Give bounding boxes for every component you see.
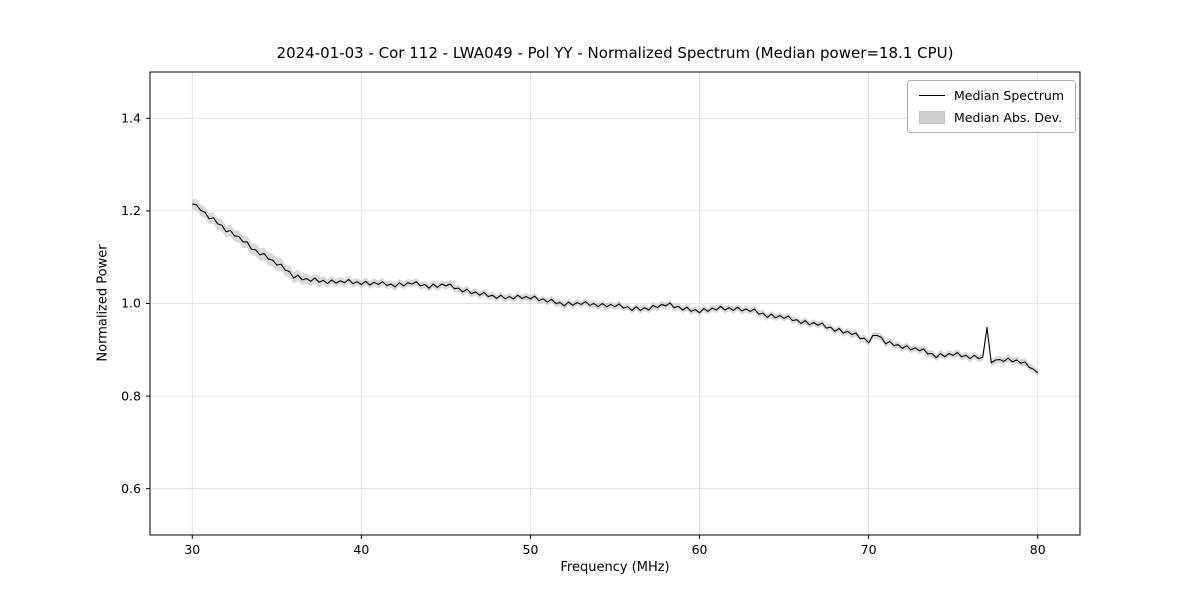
x-tick-label: 80 [1030, 542, 1046, 557]
x-tick-label: 50 [523, 542, 539, 557]
chart-title: 2024-01-03 - Cor 112 - LWA049 - Pol YY -… [276, 44, 954, 62]
y-axis-label: Normalized Power [95, 244, 111, 362]
x-tick-label: 30 [184, 542, 200, 557]
x-tick-label: 70 [861, 542, 877, 557]
x-tick-label: 40 [353, 542, 369, 557]
x-tick-label: 60 [692, 542, 708, 557]
legend: Median Spectrum Median Abs. Dev. [906, 80, 1076, 133]
y-tick-label: 1.2 [121, 203, 141, 218]
legend-label-median-spectrum: Median Spectrum [953, 88, 1064, 103]
legend-entry-median-spectrum: Median Spectrum [918, 88, 1064, 103]
median-abs-dev-patch-swatch-icon [918, 111, 945, 124]
legend-label-median-abs-dev: Median Abs. Dev. [953, 110, 1063, 125]
median-spectrum-line-swatch-icon [918, 95, 945, 96]
legend-entry-median-abs-dev: Median Abs. Dev. [918, 110, 1064, 125]
x-axis-label: Frequency (MHz) [560, 560, 670, 575]
y-tick-label: 1.0 [121, 296, 141, 311]
y-tick-label: 1.4 [121, 111, 141, 126]
median-spectrum-line [192, 203, 1039, 374]
y-tick-label: 0.6 [121, 481, 141, 496]
y-tick-label: 0.8 [121, 388, 141, 403]
mad-band [192, 198, 1038, 377]
